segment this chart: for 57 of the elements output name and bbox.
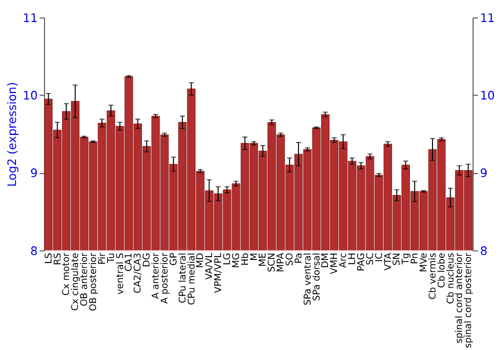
x-tick-label: spinal cord posterior bbox=[463, 252, 474, 348]
x-tick-label: VPM/VPL bbox=[213, 252, 224, 294]
x-tick-label: VA/VL bbox=[204, 252, 216, 280]
x-tick-label: LH bbox=[347, 252, 358, 265]
x-tick-label: MPA bbox=[276, 252, 287, 272]
y2-tick-label: 8 bbox=[480, 244, 488, 258]
y2-tick-label: 11 bbox=[480, 10, 495, 25]
y-tick-label: 9 bbox=[30, 166, 38, 180]
x-tick-label: VMH bbox=[329, 252, 340, 274]
x-tick-label: CA1 bbox=[124, 252, 135, 272]
x-tick-label: IC bbox=[374, 252, 385, 262]
y2-tick-label: 10 bbox=[480, 88, 495, 103]
x-tick-label: Cx cingulate bbox=[70, 252, 82, 311]
x-tick-label: A posterior bbox=[159, 252, 170, 304]
x-tick-label: GP bbox=[168, 252, 180, 266]
x-tick-label: SO bbox=[284, 252, 296, 266]
x-tick-label: ventral S bbox=[114, 252, 126, 294]
x-tick-label: Arc bbox=[338, 252, 350, 268]
x-tick-label: SN bbox=[392, 252, 403, 266]
x-tick-label: MVe bbox=[418, 252, 430, 272]
x-tick-label: Cb nucleus bbox=[445, 252, 456, 304]
x-tick-label: Cb lobe bbox=[436, 252, 448, 288]
x-tick-label: OB posterior bbox=[88, 252, 100, 312]
x-tick-label: spinal cord anterior bbox=[454, 252, 466, 344]
y-tick-label: 10 bbox=[22, 88, 38, 103]
x-tick-label: Cb vermis bbox=[427, 252, 438, 300]
x-tick-label: PAG bbox=[356, 252, 367, 272]
x-tick-label: OB anterior bbox=[79, 252, 90, 306]
x-tick-label: LG bbox=[222, 252, 233, 266]
x-tick-label: VTA bbox=[382, 252, 394, 270]
x-tick-label: SC bbox=[364, 252, 376, 266]
y-tick-label: 11 bbox=[22, 10, 38, 25]
x-tick-label: A anterior bbox=[150, 252, 162, 299]
x-tick-label: Tg bbox=[400, 252, 412, 266]
y2-tick-label: 9 bbox=[480, 166, 488, 180]
x-tick-label: ME bbox=[258, 252, 269, 267]
x-tick-label: Hb bbox=[240, 252, 251, 266]
x-tick-label: MD bbox=[195, 252, 206, 268]
x-tick-label: Pa bbox=[293, 252, 304, 264]
x-tick-label: Pn bbox=[410, 252, 421, 264]
x-tick-label: DG bbox=[142, 252, 153, 268]
x-tick-label: M bbox=[248, 252, 260, 261]
x-tick-label: CPu lateral bbox=[177, 252, 188, 304]
x-tick-label: Pir bbox=[96, 252, 108, 265]
x-tick-label: SCN bbox=[266, 252, 278, 272]
x-tick-label: CA2/CA3 bbox=[132, 252, 144, 294]
x-tick-label: RS bbox=[52, 252, 64, 266]
x-tick-label: Tu bbox=[106, 252, 117, 264]
x-tick-label: LS bbox=[43, 252, 54, 264]
x-tick-label: SPa ventral bbox=[302, 252, 314, 306]
x-tick-label: SPa dorsal bbox=[311, 252, 322, 302]
x-tick-label: MG bbox=[230, 252, 242, 268]
x-tick-label: DM bbox=[320, 252, 332, 268]
x-tick-label: Cx motor bbox=[61, 252, 72, 296]
x-tick-label: CPu medial bbox=[186, 252, 198, 306]
y-tick-label: 8 bbox=[30, 244, 38, 258]
y-axis-title: Log2 (expression) bbox=[4, 82, 19, 187]
